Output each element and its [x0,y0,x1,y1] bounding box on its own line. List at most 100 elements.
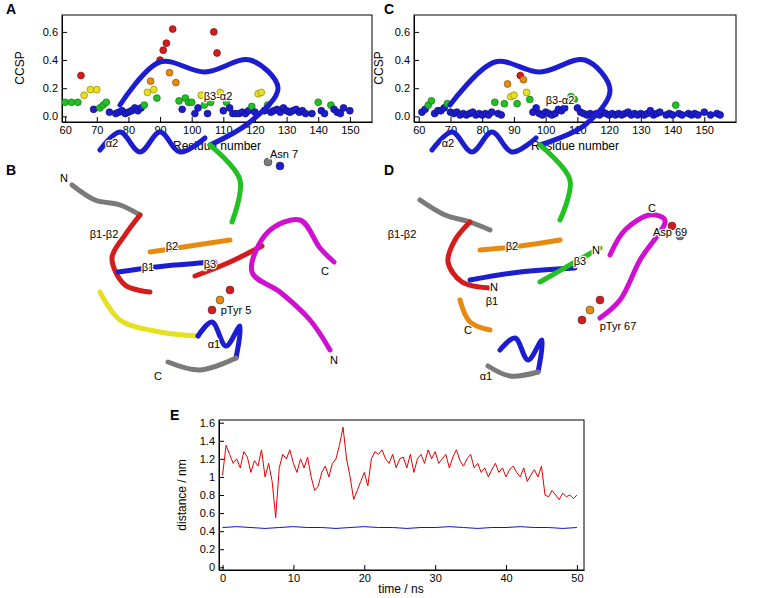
ribbon [150,240,230,252]
tick-mark [192,117,193,122]
point [258,89,265,96]
tick: 0.6 [395,26,419,38]
tick-label: 1 [209,471,215,483]
ribbon [500,338,542,372]
tick-mark [577,565,578,570]
ribbon [450,59,610,145]
tick-label: 0.2 [43,82,58,94]
tick: 1.6 [200,417,224,429]
point [321,110,328,117]
tick: 1.2 [200,453,224,465]
tick-mark [435,565,436,570]
ribbon [420,200,490,230]
point [106,109,113,116]
point [68,99,75,106]
structure-label: pTyr 5 [221,304,252,316]
x-axis: 60708090100110120130140150 [60,117,373,136]
point [520,76,527,83]
point [169,26,176,33]
tick-mark [546,117,547,122]
panel-letter: D [384,162,394,178]
tick-mark [62,32,67,33]
tick: 0.6 [200,507,224,519]
point [488,109,495,116]
tick-mark [219,549,224,550]
panel-letter: C [384,1,394,17]
tick-label: 0.6 [200,507,215,519]
point [220,107,227,114]
plot-frame [219,420,584,570]
ribbon [112,215,150,292]
structure-label: α2 [442,137,454,149]
axis-line [220,570,585,571]
tick: 0 [220,565,226,584]
tick-mark [414,88,419,89]
tick-mark [128,117,129,122]
tick-label: 150 [341,124,359,136]
point [695,112,702,119]
point [87,86,94,93]
ribbon [540,145,570,220]
point [315,99,322,106]
structure-label: β2 [506,240,518,252]
atom [216,296,224,304]
structure-label: C [464,324,472,336]
tick: 130 [632,117,650,136]
point [153,95,160,102]
structure-label: β3 [574,255,586,267]
tick-mark [350,117,351,122]
point [717,112,724,119]
tick: 140 [664,117,682,136]
structure-label: C [648,202,656,214]
tick: 0.4 [395,54,419,66]
tick: 10 [288,565,300,584]
point [176,97,183,104]
tick-label: 10 [288,572,300,584]
point [514,100,521,107]
point [210,28,217,35]
tick: 1.4 [200,435,224,447]
tick-label: 0.4 [200,525,215,537]
ribbon [432,132,536,152]
ribbon [120,60,278,145]
tick: 40 [500,565,512,584]
point [302,110,309,117]
point [103,99,110,106]
point [150,86,157,93]
tick-label: 0.2 [200,543,215,555]
y-axis-title: distance / nm [175,459,189,530]
structure-label: β3-α2 [546,94,575,106]
tick: 0.0 [43,110,67,122]
tick-mark [219,459,224,460]
point [81,92,88,99]
tick-mark [62,60,67,61]
tick: 0.6 [43,26,67,38]
structure-label: β1-β2 [90,228,119,240]
point [672,102,679,109]
tick: 1 [209,471,224,483]
tick-label: 0 [220,572,226,584]
tick-mark [219,477,224,478]
structure-label: Asp 69 [653,226,687,238]
tick-label: 50 [571,572,583,584]
tick: 0.0 [395,110,419,122]
point [78,72,85,79]
tick-mark [704,117,705,122]
y-axis-title: CCSP [372,51,386,84]
tick-mark [219,567,224,568]
structure-label: C [321,265,329,277]
structure-label: N [330,354,338,366]
structure-label: Asn 7 [270,148,298,160]
point [669,112,676,119]
tick: 0.2 [200,543,224,555]
structure-0: β3-α2α2Asn 7CNβ1-β2β2β3β1pTyr 5α1CN [60,60,338,382]
marks [223,427,577,528]
axis-line [414,16,415,123]
tick-mark [414,60,419,61]
x-axis: 01020304050 [220,565,585,584]
ribbon [100,132,205,152]
tick-label: 30 [430,572,442,584]
tick-label: 0.6 [395,26,410,38]
tick-label: 60 [413,124,425,136]
point [141,102,148,109]
